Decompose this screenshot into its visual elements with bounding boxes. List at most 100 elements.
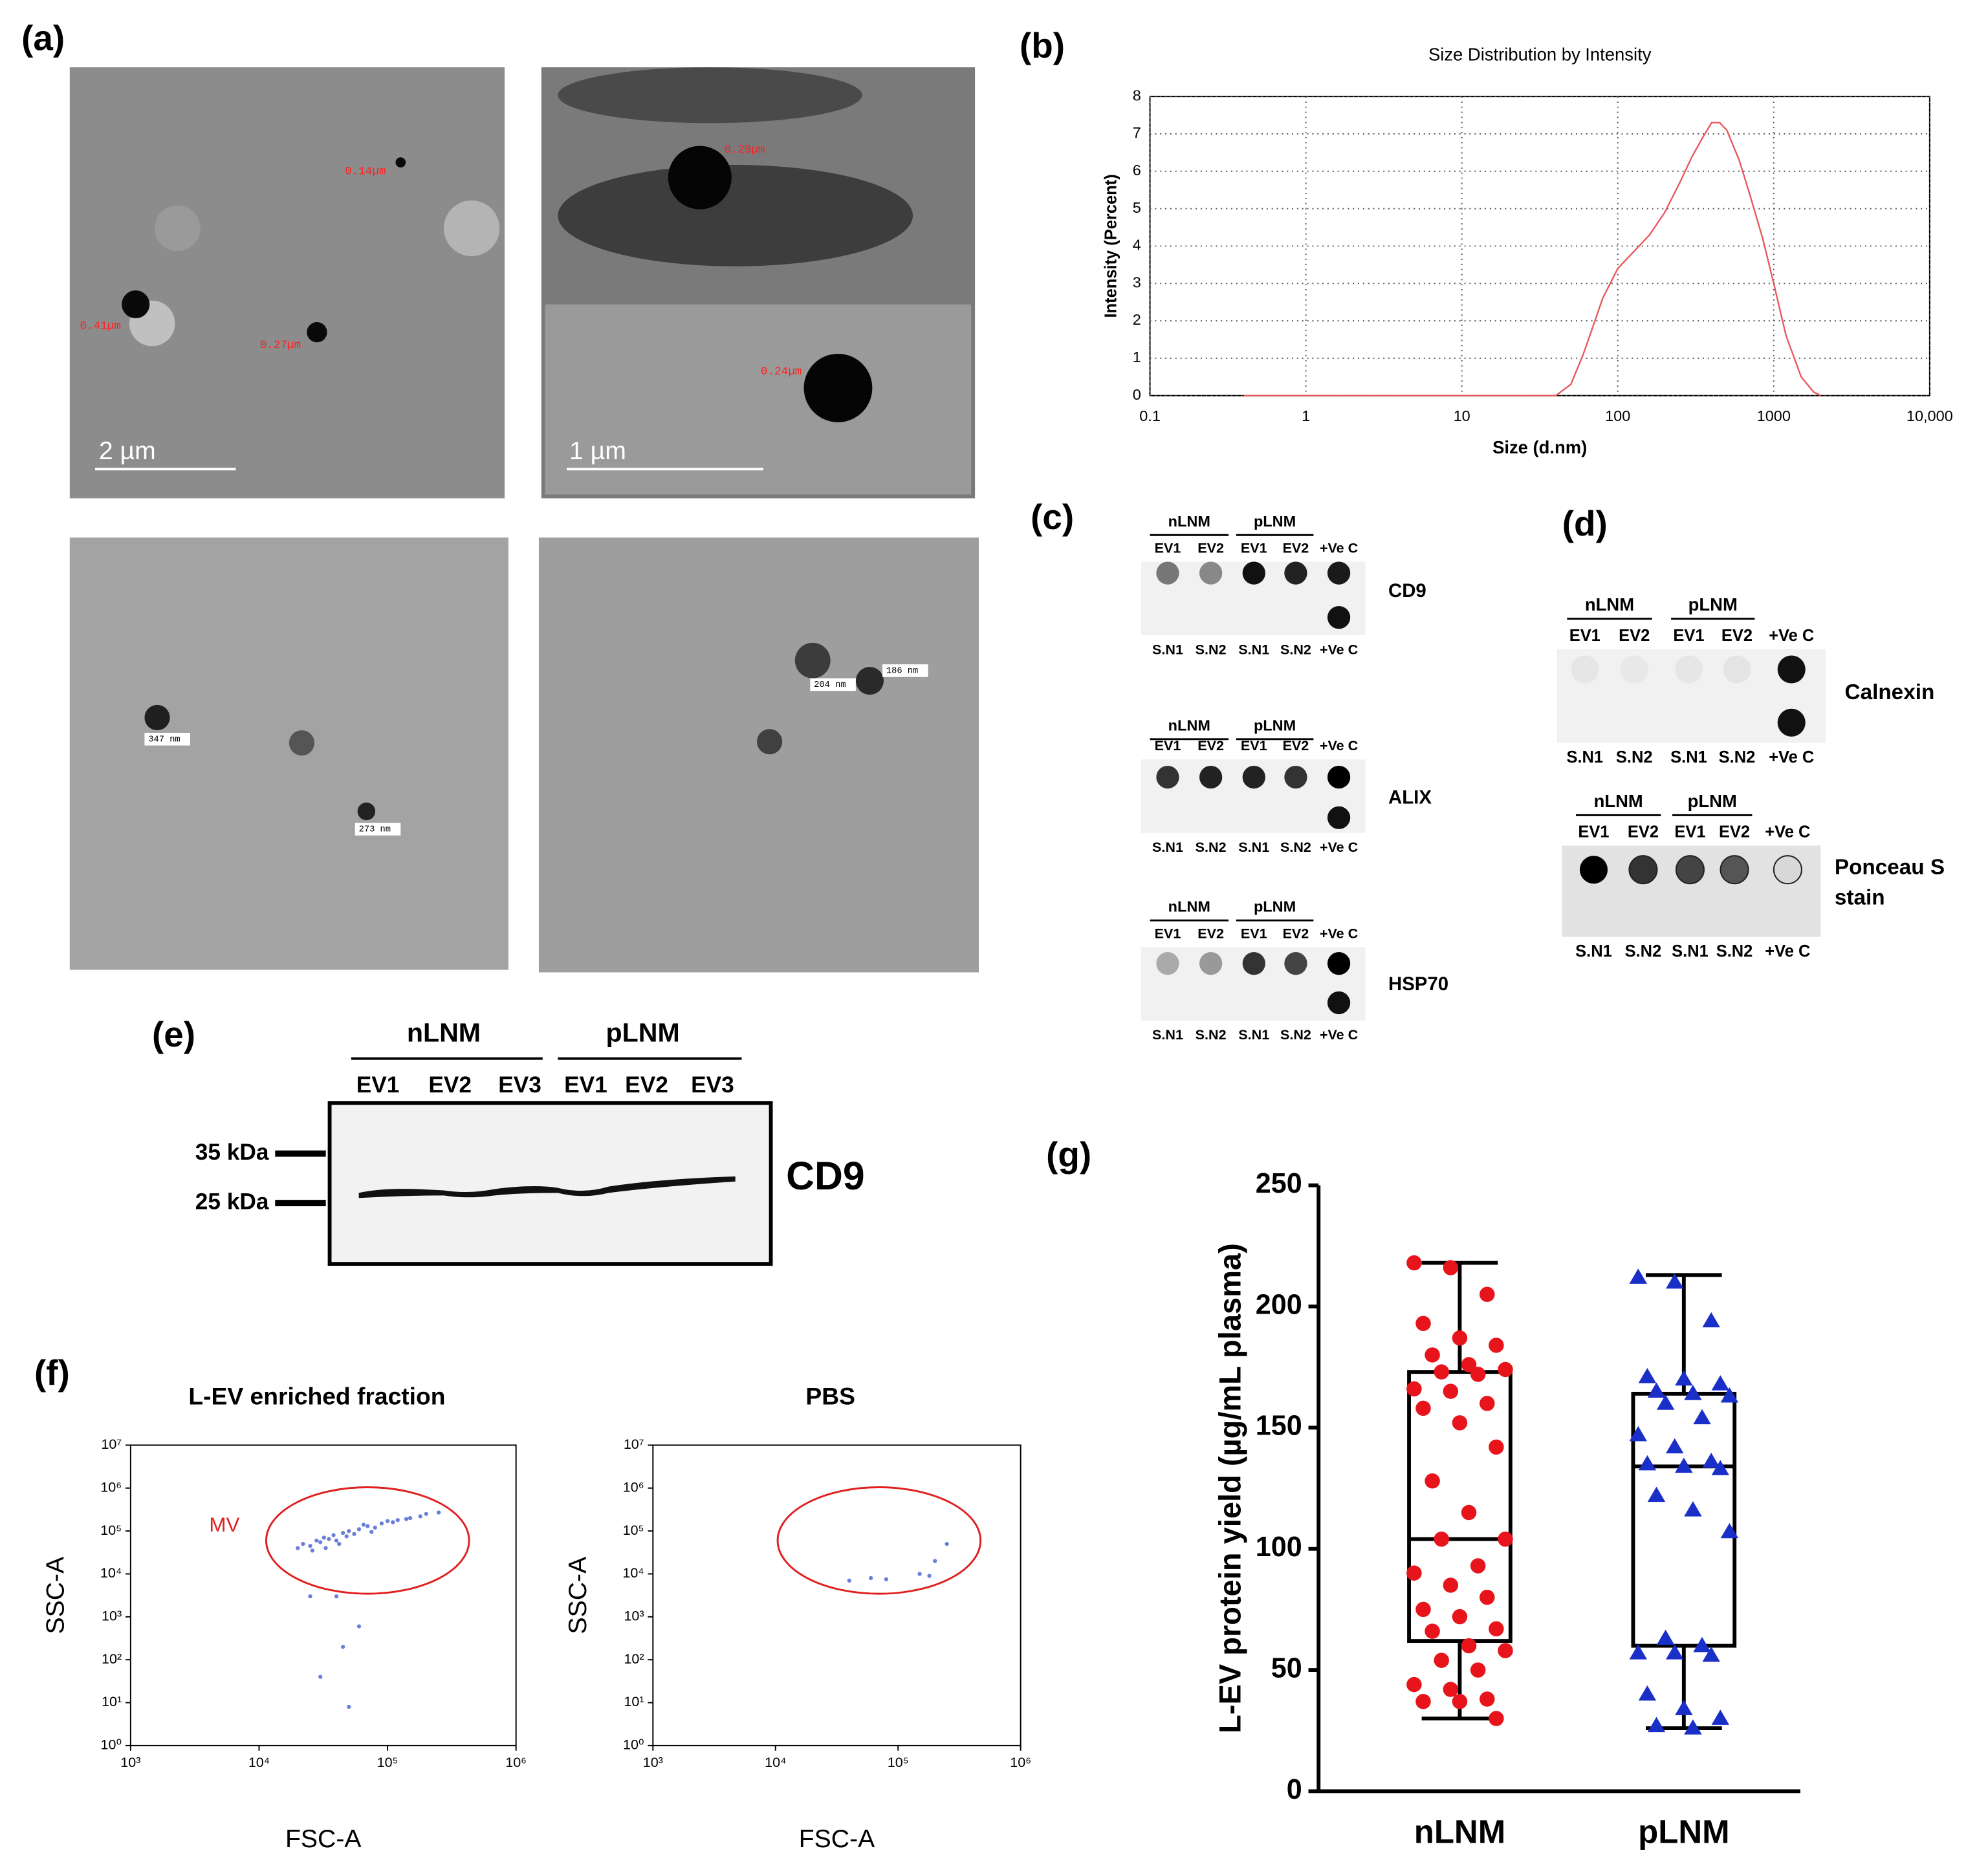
group-label: nLNM	[1594, 791, 1643, 811]
lane-label: EV1	[1673, 627, 1704, 645]
y-tick-label: 0	[1287, 1774, 1302, 1805]
point	[341, 1645, 345, 1649]
point	[1452, 1694, 1468, 1709]
group-label: pLNM	[1254, 898, 1296, 915]
lane-label: S.N2	[1280, 641, 1311, 657]
point	[1461, 1638, 1477, 1654]
point	[369, 1530, 374, 1534]
x-tick-label: 1000	[1757, 407, 1791, 424]
x-axis-label: FSC-A	[285, 1825, 362, 1853]
lane-label: EV2	[625, 1072, 668, 1098]
point	[1656, 1394, 1675, 1410]
y-tick-label: 8	[1133, 87, 1141, 103]
lane-label: S.N1	[1672, 942, 1709, 960]
lane-label: EV2	[1197, 540, 1224, 556]
lane-label: S.N1	[1152, 839, 1183, 855]
dot	[1199, 561, 1223, 585]
chart-title: PBS	[805, 1383, 855, 1410]
lane-label: EV3	[498, 1072, 541, 1098]
lane-label: S.N2	[1625, 942, 1662, 960]
measurement-label: 204 nm	[814, 680, 846, 690]
y-tick-label: 7	[1133, 124, 1141, 141]
texture	[545, 304, 972, 495]
point	[1638, 1367, 1657, 1383]
marker-label: Ponceau S	[1835, 855, 1945, 879]
dot	[1327, 561, 1351, 585]
x-tick-label: 10⁶	[505, 1754, 527, 1770]
y-tick-label: 10⁴	[622, 1565, 644, 1581]
lane-label: S.N1	[1152, 1026, 1183, 1043]
lane-label: S.N1	[1238, 1026, 1269, 1043]
lane-label: EV1	[1241, 737, 1267, 753]
point	[308, 1543, 312, 1548]
y-tick-label: 5	[1133, 199, 1141, 216]
point	[1647, 1717, 1666, 1733]
point	[361, 1523, 366, 1527]
x-axis-label: FSC-A	[799, 1825, 875, 1853]
lane-label: +Ve C	[1320, 737, 1358, 753]
lane-label: EV1	[1155, 737, 1181, 753]
y-tick-label: 0	[1133, 386, 1141, 403]
point	[391, 1520, 395, 1524]
x-tick-label: 1	[1302, 407, 1310, 424]
panel-label: (b)	[1020, 25, 1065, 65]
point	[1434, 1653, 1449, 1668]
point	[408, 1516, 413, 1521]
point	[334, 1538, 339, 1543]
dot	[1327, 765, 1351, 789]
lane-label: EV1	[1155, 925, 1181, 941]
dot	[1723, 655, 1751, 684]
dot	[1628, 855, 1658, 885]
lane-label: EV2	[1283, 540, 1309, 556]
y-tick-label: 10¹	[624, 1693, 644, 1709]
point	[1498, 1643, 1513, 1658]
x-tick-label: 10	[1454, 407, 1470, 424]
lane-label: S.N2	[1719, 748, 1756, 766]
point	[347, 1704, 351, 1709]
y-tick-label: 10⁰	[623, 1737, 644, 1753]
y-tick-label: 10⁷	[624, 1436, 644, 1452]
lane-label: EV1	[1674, 823, 1705, 841]
point	[933, 1559, 937, 1563]
point	[1489, 1711, 1504, 1726]
gate	[776, 1486, 982, 1595]
point	[1684, 1501, 1702, 1517]
point	[1711, 1460, 1729, 1475]
point	[1461, 1504, 1477, 1521]
point	[1629, 1425, 1647, 1442]
x-tick-label: 10⁶	[1010, 1754, 1031, 1770]
y-axis-label: SSC-A	[42, 1556, 70, 1634]
point	[917, 1572, 922, 1576]
dot	[1777, 655, 1806, 684]
point	[1647, 1486, 1666, 1502]
group-label: nLNM	[1168, 717, 1210, 733]
point	[1638, 1685, 1657, 1701]
point	[1480, 1589, 1495, 1605]
dot	[1327, 606, 1351, 629]
gate	[265, 1486, 470, 1595]
lane-label: S.N2	[1616, 748, 1653, 766]
micrograph	[69, 537, 508, 970]
vesicle	[855, 667, 884, 695]
dot	[1156, 765, 1179, 789]
point	[1452, 1330, 1468, 1346]
point	[1406, 1676, 1422, 1693]
vesicle	[668, 146, 732, 210]
point	[1489, 1338, 1504, 1353]
box	[1631, 1391, 1737, 1648]
lane-label: S.N2	[1196, 839, 1227, 855]
point	[322, 1535, 326, 1540]
point	[314, 1538, 319, 1543]
size-marker-label: 35 kDa	[195, 1140, 269, 1165]
point	[1629, 1268, 1647, 1284]
dot	[1571, 655, 1599, 684]
point	[1498, 1531, 1513, 1547]
y-tick-label: 10⁰	[101, 1737, 122, 1753]
lane-label: EV1	[1155, 540, 1181, 556]
chart-title: Size Distribution by Intensity	[1428, 45, 1652, 65]
point	[1415, 1601, 1431, 1618]
y-tick-label: 4	[1133, 237, 1141, 254]
point	[1415, 1316, 1431, 1331]
point	[352, 1532, 356, 1536]
